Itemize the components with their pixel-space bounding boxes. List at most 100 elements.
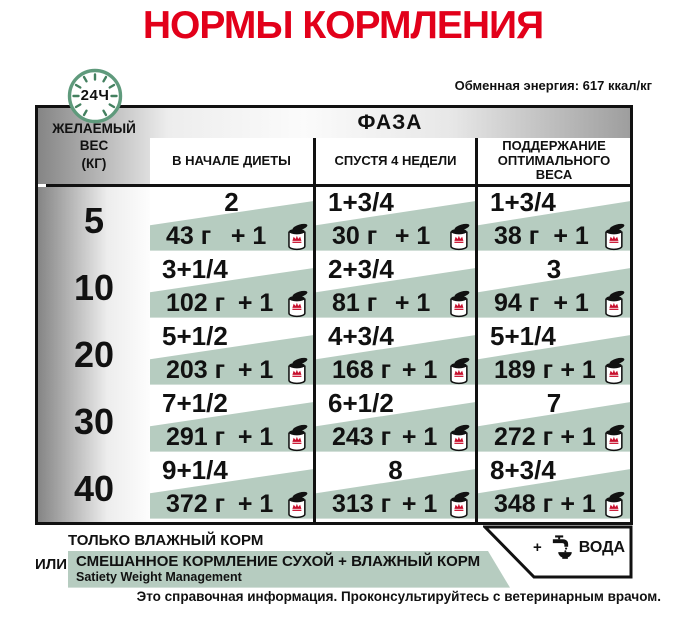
table-row: 10 3+1/4 102 г + 1 2+3/4 81 г + 1 (38, 254, 630, 321)
dose-cell: 7+1/2 291 г + 1 (150, 388, 313, 455)
plus-one-label: + 1 (401, 423, 438, 451)
grams-amount: 272 г (494, 423, 554, 451)
dose-cell: 3 94 г + 1 (475, 254, 630, 321)
grams-amount: 203 г (166, 356, 226, 384)
water-content: + ВОДА (533, 534, 625, 561)
cups-amount: 1+3/4 (490, 187, 556, 217)
wet-food-can-icon (288, 423, 308, 451)
grams-line: 189 г + 1 (494, 356, 625, 385)
dose-cell: 5+1/4 189 г + 1 (475, 321, 630, 388)
grams-amount: 43 г (166, 222, 212, 250)
column-header-start: В НАЧАЛЕ ДИЕТЫ (150, 138, 313, 184)
weight-value: 5 (38, 187, 150, 254)
table-body: 5 2 43 г + 1 1+3/4 30 г + 1 (38, 187, 630, 522)
energy-note: Обменная энергия: 617 ккал/кг (454, 78, 652, 93)
grams-line: 94 г + 1 (494, 289, 625, 318)
plus-water-label: + (533, 539, 542, 556)
grams-line: 348 г + 1 (494, 490, 625, 519)
cups-amount: 3+1/4 (162, 254, 228, 284)
grams-line: 38 г + 1 (494, 222, 625, 251)
dose-cell: 3+1/4 102 г + 1 (150, 254, 313, 321)
wet-food-can-icon (605, 356, 625, 384)
plus-one-label: + 1 (237, 289, 274, 317)
dose-cell: 5+1/2 203 г + 1 (150, 321, 313, 388)
phase-subheaders: В НАЧАЛЕ ДИЕТЫ СПУСТЯ 4 НЕДЕЛИ ПОДДЕРЖАН… (150, 138, 630, 184)
wet-food-can-icon (605, 490, 625, 518)
phase-header: ФАЗА (357, 111, 423, 134)
column-header-4weeks: СПУСТЯ 4 НЕДЕЛИ (313, 138, 475, 184)
plus-one-label: + 1 (553, 289, 589, 317)
faucet-bowl-icon (552, 535, 572, 559)
grams-line: 203 г + 1 (166, 356, 308, 385)
cups-amount: 9+1/4 (162, 455, 228, 485)
table-row: 30 7+1/2 291 г + 1 6+1/2 243 г + 1 (38, 388, 630, 455)
grams-amount: 102 г (166, 289, 226, 317)
plus-one-label: + 1 (560, 423, 596, 451)
grams-line: 102 г + 1 (166, 289, 308, 318)
weight-column-header: ЖЕЛАЕМЫЙ ВЕС (КГ) (38, 108, 150, 184)
mixed-feeding-band: СМЕШАННОЕ КОРМЛЕНИЕ СУХОЙ + ВЛАЖНЫЙ КОРМ… (68, 551, 510, 588)
cups-amount: 7 (546, 388, 562, 418)
grams-amount: 313 г (332, 490, 392, 518)
wet-food-can-icon (450, 490, 470, 518)
weight-value: 20 (38, 321, 150, 388)
table-header: ЖЕЛАЕМЫЙ ВЕС (КГ) ФАЗА В НАЧАЛЕ ДИЕТЫ СП… (38, 108, 630, 184)
cups-amount: 8+3/4 (490, 455, 556, 485)
dose-cell: 6+1/2 243 г + 1 (313, 388, 475, 455)
weight-value: 40 (38, 455, 150, 522)
weight-header-line: ВЕС (79, 138, 109, 154)
wet-food-can-icon (605, 289, 625, 317)
grams-line: 43 г + 1 (166, 222, 308, 251)
wet-food-can-icon (288, 490, 308, 518)
table-row: 40 9+1/4 372 г + 1 8 313 г + 1 (38, 455, 630, 522)
cups-amount: 1+3/4 (328, 187, 394, 217)
cups-amount: 8 (388, 455, 403, 485)
cups-amount: 6+1/2 (328, 388, 394, 418)
page-title: НОРМЫ КОРМЛЕНИЯ (142, 4, 544, 47)
wet-food-can-icon (450, 356, 470, 384)
clock-face (67, 68, 123, 124)
grams-line: 313 г + 1 (332, 490, 470, 519)
grams-line: 272 г + 1 (494, 423, 625, 452)
plus-one-label: + 1 (394, 289, 431, 317)
weight-value: 30 (38, 388, 150, 455)
mixed-feeding-row: ИЛИ СМЕШАННОЕ КОРМЛЕНИЕ СУХОЙ + ВЛАЖНЫЙ … (35, 551, 633, 588)
water-callout-outline (483, 525, 633, 579)
header-separator (46, 184, 630, 187)
plus-one-label: + 1 (560, 356, 596, 384)
dose-cell: 1+3/4 30 г + 1 (313, 187, 475, 254)
wet-food-can-icon (288, 289, 308, 317)
product-name-label: Satiety Weight Management (76, 570, 242, 585)
plus-one-label: + 1 (553, 222, 589, 250)
cups-amount: 4+3/4 (328, 321, 394, 351)
dose-cell: 2 43 г + 1 (150, 187, 313, 254)
wet-food-can-icon (288, 356, 308, 384)
phase-header-area: ФАЗА В НАЧАЛЕ ДИЕТЫ СПУСТЯ 4 НЕДЕЛИ ПОДД… (150, 108, 630, 184)
grams-line: 30 г + 1 (332, 222, 470, 251)
table-row: 20 5+1/2 203 г + 1 4+3/4 168 г + 1 (38, 321, 630, 388)
grams-amount: 291 г (166, 423, 226, 451)
dose-cell: 1+3/4 38 г + 1 (475, 187, 630, 254)
dose-cell: 2+3/4 81 г + 1 (313, 254, 475, 321)
wet-food-can-icon (450, 423, 470, 451)
cups-amount: 5+1/2 (162, 321, 228, 351)
water-label: ВОДА (578, 538, 626, 556)
dose-cell: 7 272 г + 1 (475, 388, 630, 455)
cups-amount: 3 (546, 254, 562, 284)
disclaimer-text: Это справочная информация. Проконсультир… (136, 589, 661, 604)
grams-line: 168 г + 1 (332, 356, 470, 385)
grams-line: 291 г + 1 (166, 423, 308, 452)
dose-cell: 8+3/4 348 г + 1 (475, 455, 630, 522)
clock-label: 24Ч (80, 87, 110, 105)
grams-amount: 38 г (494, 222, 540, 250)
wet-food-can-icon (450, 222, 470, 250)
plus-one-label: + 1 (237, 423, 274, 451)
plus-one-label: + 1 (230, 222, 267, 250)
grams-amount: 372 г (166, 490, 226, 518)
weight-value: 10 (38, 254, 150, 321)
wet-only-label: ТОЛЬКО ВЛАЖНЫЙ КОРМ (68, 532, 264, 549)
grams-amount: 94 г (494, 289, 540, 317)
grams-amount: 30 г (332, 222, 378, 250)
plus-one-label: + 1 (237, 356, 274, 384)
